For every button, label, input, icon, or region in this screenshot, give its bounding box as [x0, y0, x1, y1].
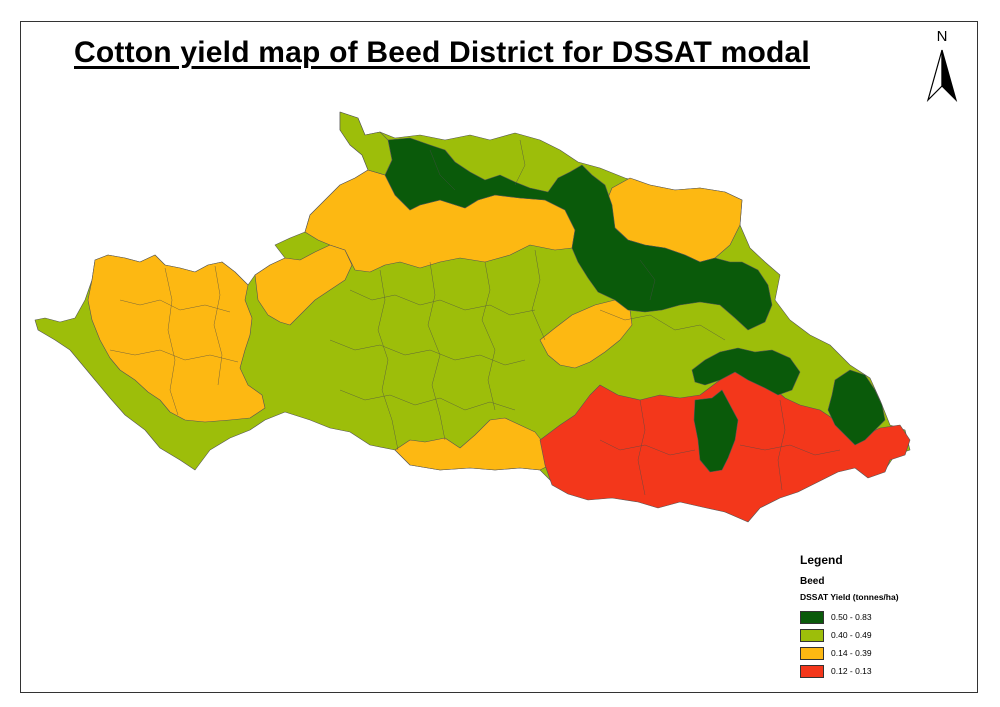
taluka-boundaries — [109, 139, 841, 496]
region-orange-mideast — [539, 299, 633, 369]
map-title: Cotton yield map of Beed District for DS… — [74, 36, 810, 69]
legend-item: 0.14 - 0.39 — [800, 644, 970, 662]
legend: Legend Beed DSSAT Yield (tonnes/ha) 0.50… — [800, 553, 970, 680]
legend-item: 0.50 - 0.83 — [800, 608, 970, 626]
legend-swatch — [800, 646, 824, 660]
north-arrow-icon — [926, 49, 958, 102]
north-arrow: N — [922, 28, 962, 102]
legend-label: 0.12 - 0.13 — [831, 666, 872, 676]
region-dark-green-south — [693, 389, 739, 473]
legend-item: 0.40 - 0.49 — [800, 626, 970, 644]
legend-label: 0.14 - 0.39 — [831, 648, 872, 658]
region-orange-south — [394, 417, 551, 471]
legend-item: 0.12 - 0.13 — [800, 662, 970, 680]
north-label: N — [936, 28, 948, 45]
legend-heading: Legend — [800, 553, 843, 567]
region-dark-green-fareast — [827, 369, 886, 446]
legend-layer: Beed — [800, 576, 825, 587]
region-orange-west — [87, 254, 266, 423]
region-dark-green-east — [691, 347, 801, 396]
region-orange-northwest — [254, 244, 353, 326]
legend-field: DSSAT Yield (tonnes/ha) — [800, 592, 899, 602]
legend-swatch — [800, 628, 824, 642]
map-frame — [20, 21, 978, 693]
legend-swatch — [800, 610, 824, 624]
legend-swatch — [800, 664, 824, 678]
region-light-green-north-tip — [339, 111, 393, 176]
region-dark-green-north — [384, 137, 773, 331]
legend-label: 0.50 - 0.83 — [831, 612, 872, 622]
legend-label: 0.40 - 0.49 — [831, 630, 872, 640]
